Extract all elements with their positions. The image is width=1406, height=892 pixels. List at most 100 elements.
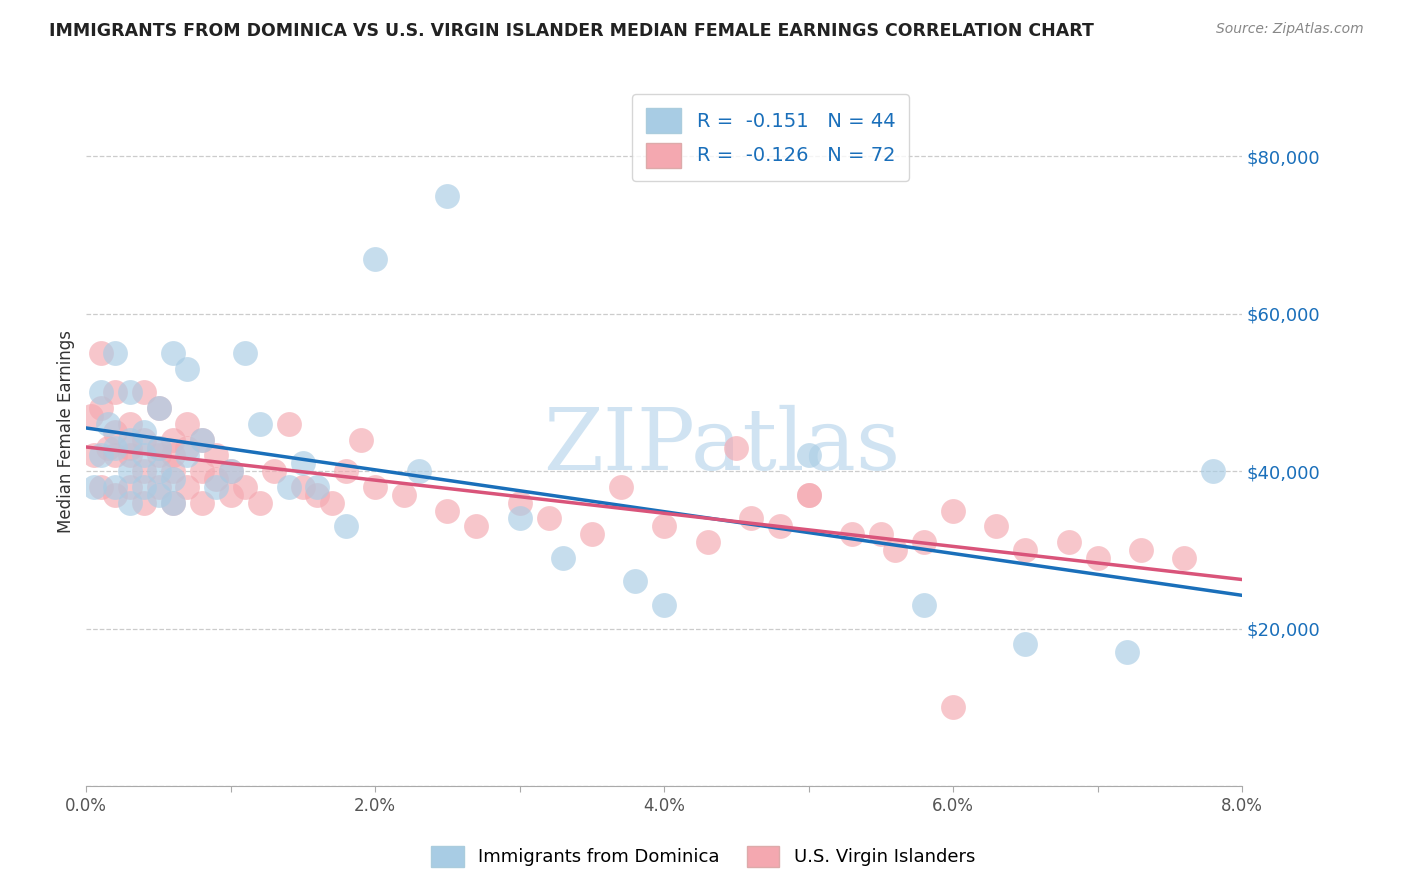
Point — [162, 496, 184, 510]
Point — [841, 527, 863, 541]
Point — [118, 433, 141, 447]
Text: ZIPatlas: ZIPatlas — [543, 404, 900, 488]
Point — [90, 401, 112, 416]
Point — [986, 519, 1008, 533]
Point — [118, 417, 141, 431]
Point — [292, 480, 315, 494]
Point — [162, 449, 184, 463]
Point — [205, 480, 228, 494]
Point — [148, 480, 170, 494]
Point — [465, 519, 488, 533]
Point — [205, 449, 228, 463]
Point — [148, 441, 170, 455]
Point — [132, 385, 155, 400]
Point — [132, 464, 155, 478]
Point — [176, 417, 198, 431]
Point — [104, 449, 127, 463]
Point — [696, 535, 718, 549]
Point — [176, 361, 198, 376]
Point — [191, 464, 214, 478]
Point — [249, 496, 271, 510]
Point — [219, 464, 242, 478]
Point — [1173, 550, 1195, 565]
Point — [132, 425, 155, 439]
Point — [797, 449, 820, 463]
Point — [118, 464, 141, 478]
Point — [148, 401, 170, 416]
Point — [1087, 550, 1109, 565]
Point — [436, 503, 458, 517]
Point — [277, 417, 299, 431]
Point — [176, 480, 198, 494]
Point — [90, 346, 112, 360]
Point — [725, 441, 748, 455]
Point — [233, 346, 256, 360]
Point — [104, 488, 127, 502]
Point — [104, 346, 127, 360]
Point — [233, 480, 256, 494]
Point — [335, 464, 357, 478]
Point — [652, 519, 675, 533]
Point — [551, 550, 574, 565]
Point — [148, 401, 170, 416]
Text: IMMIGRANTS FROM DOMINICA VS U.S. VIRGIN ISLANDER MEDIAN FEMALE EARNINGS CORRELAT: IMMIGRANTS FROM DOMINICA VS U.S. VIRGIN … — [49, 22, 1094, 40]
Point — [364, 252, 387, 266]
Point — [307, 480, 329, 494]
Point — [249, 417, 271, 431]
Point — [610, 480, 633, 494]
Point — [97, 441, 120, 455]
Point — [1115, 645, 1137, 659]
Point — [509, 496, 531, 510]
Point — [1129, 542, 1152, 557]
Point — [1014, 542, 1036, 557]
Point — [148, 441, 170, 455]
Point — [652, 598, 675, 612]
Point — [292, 456, 315, 470]
Legend: Immigrants from Dominica, U.S. Virgin Islanders: Immigrants from Dominica, U.S. Virgin Is… — [423, 838, 983, 874]
Point — [219, 488, 242, 502]
Y-axis label: Median Female Earnings: Median Female Earnings — [58, 330, 75, 533]
Point — [321, 496, 343, 510]
Point — [1057, 535, 1080, 549]
Point — [162, 472, 184, 486]
Point — [83, 480, 105, 494]
Point — [219, 464, 242, 478]
Point — [148, 488, 170, 502]
Point — [740, 511, 762, 525]
Point — [104, 385, 127, 400]
Point — [307, 488, 329, 502]
Point — [132, 480, 155, 494]
Point — [912, 535, 935, 549]
Point — [118, 496, 141, 510]
Point — [1014, 637, 1036, 651]
Point — [104, 425, 127, 439]
Point — [176, 449, 198, 463]
Point — [1202, 464, 1225, 478]
Point — [132, 433, 155, 447]
Point — [97, 417, 120, 431]
Point — [162, 496, 184, 510]
Point — [104, 441, 127, 455]
Point — [191, 433, 214, 447]
Point — [205, 472, 228, 486]
Point — [176, 441, 198, 455]
Point — [392, 488, 415, 502]
Point — [132, 496, 155, 510]
Point — [132, 449, 155, 463]
Point — [191, 496, 214, 510]
Point — [797, 488, 820, 502]
Point — [912, 598, 935, 612]
Point — [537, 511, 560, 525]
Point — [118, 441, 141, 455]
Point — [870, 527, 893, 541]
Point — [436, 188, 458, 202]
Point — [162, 464, 184, 478]
Legend: R =  -0.151   N = 44, R =  -0.126   N = 72: R = -0.151 N = 44, R = -0.126 N = 72 — [633, 95, 908, 181]
Point — [277, 480, 299, 494]
Point — [90, 480, 112, 494]
Point — [942, 503, 965, 517]
Point — [335, 519, 357, 533]
Point — [509, 511, 531, 525]
Point — [942, 700, 965, 714]
Point — [118, 385, 141, 400]
